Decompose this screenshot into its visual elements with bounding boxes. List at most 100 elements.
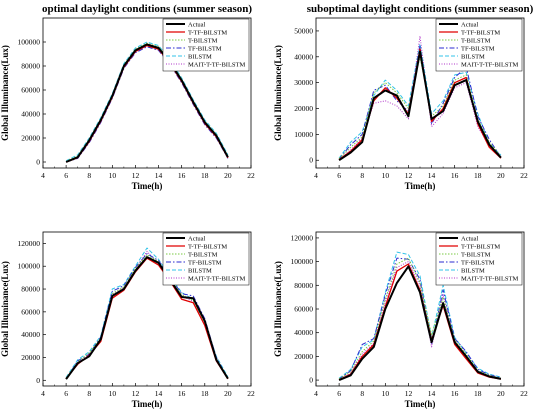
legend-label: TF-BILSTM [188,259,222,266]
y-tick-label: 0 [36,158,40,167]
y-tick-label: 20000 [21,134,40,143]
x-tick-label: 18 [474,389,482,398]
legend-label: BILSTM [461,53,485,60]
x-tick-label: 12 [132,171,140,180]
series-line-bilstm [338,251,502,379]
legend: ActualT-TF-BILSTMT-BILSTMTF-BILSTMBILSTM… [162,232,250,286]
legend-box [162,18,250,72]
x-tick-label: 16 [451,389,459,398]
x-tick-label: 10 [109,171,117,180]
legend-label: BILSTM [188,267,212,274]
x-axis-title: Time(h) [405,399,436,409]
legend-label: TF-BILSTM [461,45,495,52]
legend-label: BILSTM [461,267,485,274]
series-line-actual [338,50,502,162]
x-tick-label: 6 [64,171,68,180]
chart-title: optimal daylight conditions (summer seas… [42,3,252,15]
x-tick-label: 14 [428,171,436,180]
legend: ActualT-TF-BILSTMT-BILSTMTF-BILSTMBILSTM… [435,18,523,72]
legend-label: Actual [461,235,479,242]
y-tick-label: 100000 [18,38,41,47]
y-tick-label: 10000 [294,130,313,139]
y-tick-label: 0 [309,376,313,385]
x-tick-label: 4 [41,389,45,398]
chart-title: suboptimal daylight conditions (summer s… [307,3,534,15]
x-tick-label: 6 [64,389,68,398]
legend-label: MAIT-T-TF-BILSTM [188,61,246,68]
y-tick-label: 60000 [21,307,40,316]
legend-label: Actual [188,235,206,242]
y-tick-label: 40000 [294,52,313,61]
series-line-t-bilstm [65,42,229,162]
x-tick-label: 8 [87,389,91,398]
y-tick-label: 20000 [21,353,40,362]
series-line-tf-bilstm [338,45,502,160]
legend-label: MAIT-T-TF-BILSTM [461,61,519,68]
x-tick-label: 18 [201,389,209,398]
y-tick-label: 60000 [21,86,40,95]
legend-box [435,18,523,72]
legend-box [162,232,250,286]
legend-label: T-TF-BILSTM [461,29,500,36]
series-line-actual [338,265,502,382]
x-tick-label: 20 [224,171,232,180]
x-tick-label: 8 [87,171,91,180]
y-tick-label: 120000 [291,233,314,242]
x-tick-label: 10 [109,389,117,398]
y-axis-title: Global Illuminance(Lux) [273,45,283,141]
x-tick-label: 20 [497,171,505,180]
y-tick-label: 30000 [294,78,313,87]
series-line-bilstm [65,247,229,378]
series-line-mait-t-tf-bilstm [338,35,502,160]
x-tick-label: 14 [155,171,163,180]
x-tick-label: 12 [132,389,140,398]
y-tick-label: 20000 [294,104,313,113]
series-line-bilstm [65,41,229,162]
legend-label: MAIT-T-TF-BILSTM [188,275,246,282]
legend-label: T-BILSTM [188,37,218,44]
y-tick-label: 80000 [21,285,40,294]
y-tick-label: 100000 [18,262,41,271]
y-tick-label: 50000 [294,26,313,35]
x-tick-label: 14 [155,389,163,398]
chart-panel-2: suboptimal daylight conditions (summer s… [273,3,534,191]
x-tick-label: 20 [224,389,232,398]
y-tick-label: 80000 [294,281,313,290]
x-tick-label: 10 [382,171,390,180]
x-tick-label: 8 [360,171,364,180]
series-line-tf-bilstm [65,253,229,380]
y-tick-label: 120000 [18,239,41,248]
y-tick-label: 100000 [291,257,314,266]
legend-label: TF-BILSTM [188,45,222,52]
x-tick-label: 22 [247,171,255,180]
legend-label: Actual [461,21,479,28]
series-line-actual [65,256,229,380]
legend-label: TF-BILSTM [461,259,495,266]
x-tick-label: 12 [405,171,413,180]
y-tick-label: 40000 [21,110,40,119]
x-tick-label: 12 [405,389,413,398]
y-tick-label: 20000 [294,352,313,361]
chart-panel-4: 4 6 8 10 12 14 16 18 20 22 0 20000 40000 60000 80000 10… [273,231,528,409]
x-tick-label: 20 [497,389,505,398]
y-tick-label: 60000 [294,305,313,314]
chart-panel-1: optimal daylight conditions (summer seas… [0,3,255,191]
legend-label: T-BILSTM [188,251,218,258]
legend: ActualT-TF-BILSTMT-BILSTMTF-BILSTMBILSTM… [162,18,250,72]
y-tick-label: 40000 [294,328,313,337]
series-line-mait-t-tf-bilstm [65,250,229,379]
x-tick-label: 4 [314,389,318,398]
x-tick-label: 22 [520,389,528,398]
y-axis-title: Global Illuminance(Lux) [0,261,10,357]
legend-label: T-BILSTM [461,251,491,258]
legend: ActualT-TF-BILSTMT-BILSTMTF-BILSTMBILSTM… [435,232,523,286]
chart-panel-3: 4 6 8 10 12 14 16 18 20 22 0 20000 40000 60000 80000 10… [0,231,255,409]
x-tick-label: 14 [428,389,436,398]
x-axis-title: Time(h) [132,181,163,191]
x-tick-label: 8 [360,389,364,398]
x-tick-label: 4 [314,171,318,180]
x-tick-label: 22 [520,171,528,180]
y-tick-label: 0 [309,156,313,165]
series-line-actual [65,43,229,163]
y-axis-title: Global Illuminance(Lux) [0,45,10,141]
